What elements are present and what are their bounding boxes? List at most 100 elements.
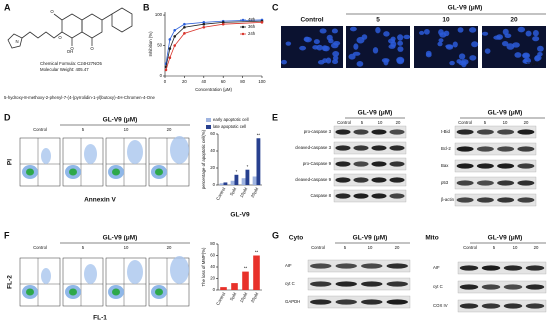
band bbox=[517, 146, 535, 152]
nucleus bbox=[317, 60, 325, 65]
nucleus bbox=[469, 55, 477, 61]
x-tick-label: 5μM bbox=[229, 291, 238, 301]
band bbox=[335, 145, 351, 151]
nucleus bbox=[349, 26, 357, 32]
nucleus bbox=[316, 44, 323, 51]
x-tick-label: 20 bbox=[182, 79, 187, 84]
band bbox=[386, 263, 408, 269]
legend-swatch bbox=[206, 118, 211, 122]
band bbox=[361, 299, 383, 305]
compound-name: 5-hydroxy-8-methoxy-2-phenyl-7-(4-(pyrro… bbox=[4, 95, 156, 100]
nucleus bbox=[313, 39, 320, 45]
population bbox=[84, 144, 97, 164]
significance: * bbox=[236, 169, 238, 174]
panel-label: A bbox=[4, 2, 11, 12]
legend-label: early apoptotic cell bbox=[213, 117, 249, 122]
band bbox=[476, 146, 494, 152]
band bbox=[525, 303, 545, 309]
nucleus bbox=[375, 26, 381, 34]
column-label: 20 bbox=[167, 245, 172, 250]
band bbox=[389, 177, 405, 183]
panel-label: F bbox=[4, 230, 10, 240]
band bbox=[353, 145, 369, 151]
nucleus bbox=[512, 42, 520, 48]
band bbox=[361, 263, 383, 269]
nucleus bbox=[403, 34, 411, 40]
point bbox=[221, 22, 225, 26]
x-tick-label: 10μM bbox=[239, 291, 249, 303]
band bbox=[371, 161, 387, 167]
nucleus bbox=[537, 52, 543, 57]
nucleus bbox=[425, 50, 432, 56]
flow-plot bbox=[19, 137, 61, 187]
y-tick-label: 60 bbox=[210, 253, 215, 258]
row-label: t-Bid bbox=[441, 129, 450, 134]
bar bbox=[234, 174, 239, 185]
band bbox=[389, 193, 405, 199]
y-tick-label: 0 bbox=[213, 287, 216, 292]
band bbox=[335, 161, 351, 167]
treatment-label: GL-V9 (μM) bbox=[358, 110, 393, 117]
treatment-label: GL-V9 (μM) bbox=[103, 235, 138, 242]
band bbox=[517, 180, 535, 186]
band bbox=[476, 129, 494, 135]
nucleus bbox=[532, 36, 540, 42]
nucleus bbox=[449, 60, 455, 66]
nucleus bbox=[496, 34, 503, 40]
band bbox=[353, 129, 369, 135]
band bbox=[476, 163, 494, 169]
panel-label: C bbox=[272, 2, 279, 12]
nucleus bbox=[348, 53, 356, 60]
legend-label: 36h bbox=[248, 24, 256, 29]
flow-plot bbox=[62, 257, 104, 307]
nucleus bbox=[397, 34, 404, 41]
nucleus bbox=[437, 41, 443, 47]
blot-strip bbox=[454, 193, 537, 207]
row-label: cleaved-caspase 3 bbox=[295, 145, 331, 150]
band bbox=[371, 193, 387, 199]
population bbox=[26, 168, 34, 176]
legend-marker bbox=[241, 18, 245, 22]
point bbox=[168, 47, 172, 50]
band bbox=[459, 265, 479, 271]
band bbox=[517, 129, 535, 135]
row-label: cyt C bbox=[433, 284, 443, 289]
row-label: cleaved-caspase 9 bbox=[295, 177, 331, 182]
column-label: Control bbox=[33, 127, 47, 132]
band bbox=[456, 129, 474, 135]
panel-label: D bbox=[4, 112, 11, 122]
bar bbox=[231, 283, 238, 290]
point bbox=[173, 44, 176, 47]
blot-strip bbox=[333, 125, 407, 139]
nucleus bbox=[383, 31, 390, 37]
nucleus bbox=[322, 45, 330, 52]
band bbox=[310, 263, 332, 269]
nucleus bbox=[381, 58, 390, 63]
blot-strip bbox=[307, 295, 411, 309]
column-label: 20 bbox=[395, 245, 400, 250]
blot-strip bbox=[333, 157, 407, 171]
column-label: 5 bbox=[344, 245, 347, 250]
row-label: GAPDH bbox=[285, 299, 300, 304]
treatment-label: GL-V9 (μM) bbox=[488, 235, 523, 242]
column-label: 10 bbox=[378, 120, 383, 125]
point bbox=[173, 35, 176, 38]
point bbox=[260, 21, 264, 24]
x-tick-label: 20μM bbox=[250, 186, 260, 198]
band bbox=[456, 197, 474, 203]
bar bbox=[219, 183, 224, 185]
band bbox=[386, 299, 408, 305]
row-label: pro-Caspase 9 bbox=[303, 161, 332, 166]
column-label: 5 bbox=[493, 245, 496, 250]
panel-label: G bbox=[272, 230, 279, 240]
nucleus bbox=[423, 28, 430, 35]
column-label: Control bbox=[337, 120, 351, 125]
nucleus bbox=[372, 47, 379, 54]
nucleus bbox=[522, 53, 530, 58]
blot-strip bbox=[307, 259, 411, 273]
nucleus bbox=[396, 56, 405, 64]
x-axis-label: Concentration (μM) bbox=[195, 87, 232, 92]
column-label: Control bbox=[311, 245, 325, 250]
row-label: p53 bbox=[441, 180, 449, 185]
band bbox=[389, 129, 405, 135]
